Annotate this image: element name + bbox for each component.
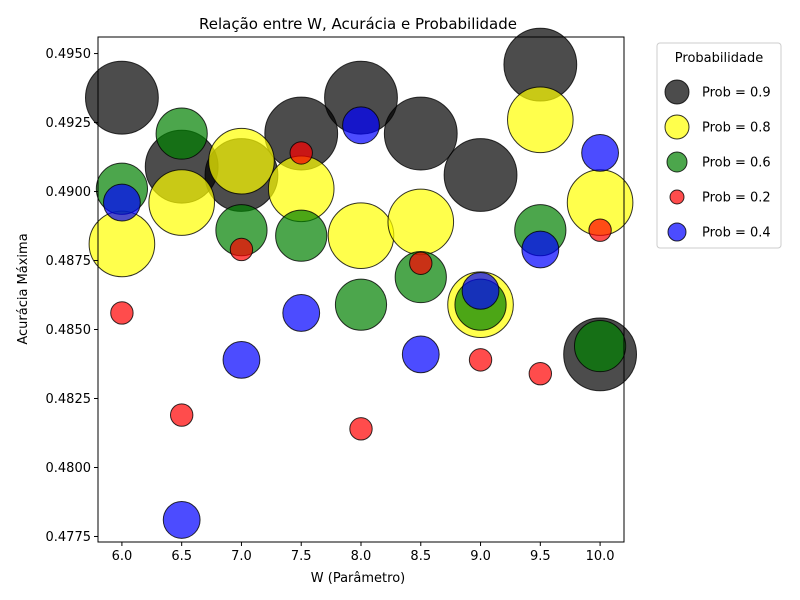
legend-marker (664, 114, 690, 140)
x-axis-label: W (Parâmetro) (311, 571, 405, 586)
data-point (401, 335, 440, 374)
data-point (507, 86, 574, 154)
x-tick-label: 7.0 (231, 549, 252, 564)
x-axis-ticks: 6.0 6.5 7.0 7.5 8.0 8.5 9.0 9.5 10.0 (112, 542, 615, 564)
chart-title: Relação entre W, Acurácia e Probabilidad… (199, 15, 517, 33)
data-points (85, 27, 637, 539)
data-point (528, 361, 553, 386)
legend-items: Prob = 0.9 Prob = 0.8 Prob = 0.6 Prob = 0.2… (664, 79, 771, 242)
legend-label: Prob = 0.4 (702, 226, 771, 241)
y-axis-label: Acurácia Máxima (16, 233, 31, 344)
data-point (289, 141, 313, 165)
data-point (85, 60, 159, 135)
legend-label: Prob = 0.8 (702, 121, 771, 136)
data-point (208, 127, 275, 195)
legend-frame (656, 42, 782, 249)
data-point (581, 134, 619, 172)
y-tick-label: 0.4875 (46, 254, 92, 269)
x-tick-label: 7.5 (291, 549, 312, 564)
x-tick-label: 8.5 (410, 549, 431, 564)
data-point (394, 250, 447, 304)
legend-label: Prob = 0.2 (702, 191, 771, 206)
data-point (282, 294, 321, 332)
y-tick-label: 0.4825 (46, 392, 92, 407)
data-point (334, 278, 388, 331)
legend-label: Prob = 0.6 (702, 156, 771, 171)
data-point (342, 106, 380, 145)
data-point (103, 183, 141, 222)
legend-marker (664, 79, 690, 105)
data-point (110, 301, 134, 325)
data-point (521, 230, 560, 269)
data-point (387, 188, 455, 256)
y-axis-ticks: 0.4775 0.4800 0.4825 0.4850 0.4875 0.4900 0.49… (46, 47, 98, 545)
legend-marker (669, 189, 685, 205)
y-tick-label: 0.4800 (46, 461, 92, 476)
data-point (588, 218, 612, 242)
data-point (409, 251, 433, 275)
data-point (155, 107, 208, 160)
data-point (573, 319, 627, 373)
data-point (169, 403, 194, 427)
x-tick-label: 9.0 (470, 549, 491, 564)
x-tick-label: 10.0 (586, 549, 615, 564)
data-point (461, 271, 500, 310)
data-point (148, 169, 215, 236)
y-tick-label: 0.4775 (46, 530, 92, 545)
data-point (275, 209, 328, 262)
data-point (229, 237, 254, 262)
y-tick-label: 0.4850 (46, 323, 92, 338)
data-point (443, 138, 518, 212)
x-tick-label: 9.5 (530, 549, 551, 564)
data-point (222, 340, 261, 379)
legend-title: Probabilidade (675, 51, 763, 66)
data-point (327, 202, 395, 269)
x-tick-label: 6.0 (112, 549, 133, 564)
data-point (383, 96, 458, 171)
data-point (468, 348, 493, 372)
x-tick-label: 8.0 (351, 549, 372, 564)
y-tick-label: 0.4925 (46, 116, 92, 131)
legend-label: Prob = 0.9 (702, 86, 771, 101)
y-tick-label: 0.4950 (46, 47, 92, 62)
y-tick-label: 0.4900 (46, 185, 92, 200)
legend-marker (667, 222, 687, 242)
legend-marker (666, 151, 688, 173)
data-point (162, 501, 201, 539)
x-tick-label: 6.5 (171, 549, 192, 564)
data-point (349, 417, 373, 441)
